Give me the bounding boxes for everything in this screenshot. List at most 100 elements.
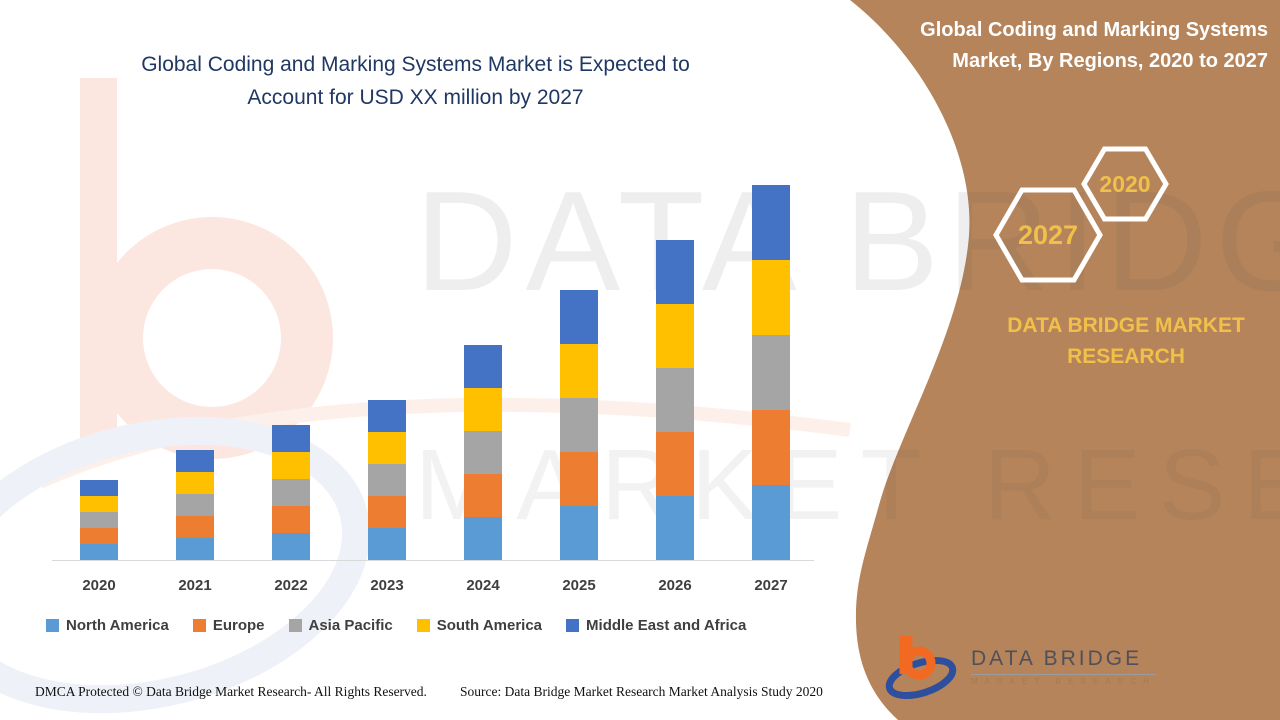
bar-segment-middle-east-and-africa — [368, 400, 406, 432]
bar-segment-europe — [176, 516, 214, 538]
brown-panel-shape — [850, 0, 1280, 720]
legend-swatch-south-america — [416, 619, 430, 632]
hexagon-2020-outline — [1081, 146, 1169, 222]
bar-segment-europe — [656, 432, 694, 496]
bar-segment-south-america — [464, 388, 502, 431]
bar-2020 — [80, 480, 118, 560]
bar-2025 — [560, 290, 598, 560]
bar-2023 — [368, 400, 406, 560]
bar-segment-north-america — [80, 544, 118, 560]
hexagon-2020-label: 2020 — [1099, 171, 1150, 197]
x-axis-label-2026: 2026 — [658, 577, 692, 594]
bar-segment-asia-pacific — [464, 431, 502, 474]
bar-segment-asia-pacific — [656, 368, 694, 432]
legend-label-north-america: North America — [66, 617, 169, 634]
legend-item-europe: Europe — [192, 617, 265, 634]
footer-copyright: DMCA Protected © Data Bridge Market Rese… — [35, 684, 427, 699]
bar-segment-south-america — [752, 260, 790, 335]
x-axis-line — [52, 560, 814, 561]
legend-swatch-north-america — [46, 619, 59, 632]
bar-segment-europe — [368, 496, 406, 528]
bar-2027 — [752, 185, 790, 560]
bar-segment-asia-pacific — [560, 398, 598, 452]
bar-segment-asia-pacific — [176, 494, 214, 516]
bar-segment-north-america — [464, 517, 502, 560]
x-axis-label-2022: 2022 — [274, 577, 308, 594]
bar-segment-north-america — [560, 506, 598, 560]
chart-title-line1: Global Coding and Marking Systems Market… — [141, 53, 690, 76]
footer-source: Source: Data Bridge Market Research Mark… — [460, 684, 823, 699]
bar-segment-europe — [752, 410, 790, 485]
logo-b-bowl — [902, 646, 936, 680]
legend-label-south-america: South America — [436, 617, 543, 634]
logo-name: DATA BRIDGE — [971, 646, 1143, 670]
bar-segment-middle-east-and-africa — [176, 450, 214, 472]
bar-segment-asia-pacific — [272, 479, 310, 506]
bar-segment-europe — [272, 506, 310, 533]
chart-legend: North America Europe Asia Pacific South Ame… — [46, 617, 770, 634]
bar-segment-south-america — [656, 304, 694, 368]
bar-segment-south-america — [176, 472, 214, 494]
bar-2024 — [464, 345, 502, 560]
logo-subtitle: MARKET RESEARCH — [971, 676, 1156, 686]
bar-segment-north-america — [656, 496, 694, 560]
legend-swatch-europe — [192, 619, 206, 632]
x-axis-label-2023: 2023 — [370, 577, 404, 594]
x-axis-label-2024: 2024 — [466, 577, 500, 594]
bar-segment-asia-pacific — [80, 512, 118, 528]
logo-text: DATA BRIDGE MARKET RESEARCH — [971, 647, 1156, 686]
logo-swoosh — [885, 656, 957, 700]
hexagon-2027-label: 2027 — [1018, 220, 1078, 250]
bar-segment-north-america — [176, 538, 214, 560]
bar-2021 — [176, 450, 214, 560]
data-bridge-logo: DATA BRIDGE MARKET RESEARCH — [885, 630, 1156, 702]
legend-item-middle-east-and-africa: Middle East and Africa — [566, 617, 746, 634]
bar-segment-europe — [464, 474, 502, 517]
bar-segment-europe — [80, 528, 118, 544]
bar-segment-middle-east-and-africa — [560, 290, 598, 344]
panel-title: Global Coding and Marking Systems Market… — [838, 15, 1268, 77]
legend-swatch-middle-east-and-africa — [566, 619, 580, 632]
bar-segment-middle-east-and-africa — [80, 480, 118, 496]
legend-label-europe: Europe — [212, 617, 265, 634]
bar-segment-south-america — [368, 432, 406, 464]
legend-label-asia-pacific: Asia Pacific — [308, 617, 393, 634]
bar-segment-middle-east-and-africa — [272, 425, 310, 452]
bar-segment-middle-east-and-africa — [656, 240, 694, 304]
x-axis-label-2021: 2021 — [178, 577, 212, 594]
bar-segment-asia-pacific — [752, 335, 790, 410]
x-axis-label-2027: 2027 — [754, 577, 788, 594]
bar-segment-south-america — [80, 496, 118, 512]
bar-segment-middle-east-and-africa — [752, 185, 790, 260]
hexagon-2027-outline — [993, 187, 1103, 283]
bar-segment-europe — [560, 452, 598, 506]
panel-title-line1: Global Coding and Marking Systems — [920, 19, 1268, 41]
bar-segment-north-america — [752, 485, 790, 560]
bar-segment-north-america — [272, 533, 310, 560]
year-hexagons: 2027 2020 — [993, 146, 1169, 283]
legend-item-north-america: North America — [46, 617, 169, 634]
bar-segment-south-america — [560, 344, 598, 398]
bar-segment-south-america — [272, 452, 310, 479]
chart-title-line2: Account for USD XX million by 2027 — [247, 86, 584, 109]
legend-label-middle-east-and-africa: Middle East and Africa — [586, 617, 747, 634]
panel-title-line2: Market, By Regions, 2020 to 2027 — [952, 50, 1268, 72]
legend-item-south-america: South America — [416, 617, 543, 634]
logo-divider — [971, 673, 1156, 675]
bar-2026 — [656, 240, 694, 560]
brand-heading: DATA BRIDGE MARKET RESEARCH — [1007, 314, 1245, 368]
bar-segment-asia-pacific — [368, 464, 406, 496]
chart-title: Global Coding and Marking Systems Market… — [88, 48, 743, 114]
legend-item-asia-pacific: Asia Pacific — [288, 617, 393, 634]
bar-segment-middle-east-and-africa — [464, 345, 502, 388]
data-bridge-logo-icon — [885, 636, 957, 700]
bar-segment-north-america — [368, 528, 406, 560]
legend-swatch-asia-pacific — [288, 619, 302, 632]
bar-2022 — [272, 425, 310, 560]
watermark-blue-swoosh — [0, 416, 371, 714]
x-axis-label-2025: 2025 — [562, 577, 596, 594]
